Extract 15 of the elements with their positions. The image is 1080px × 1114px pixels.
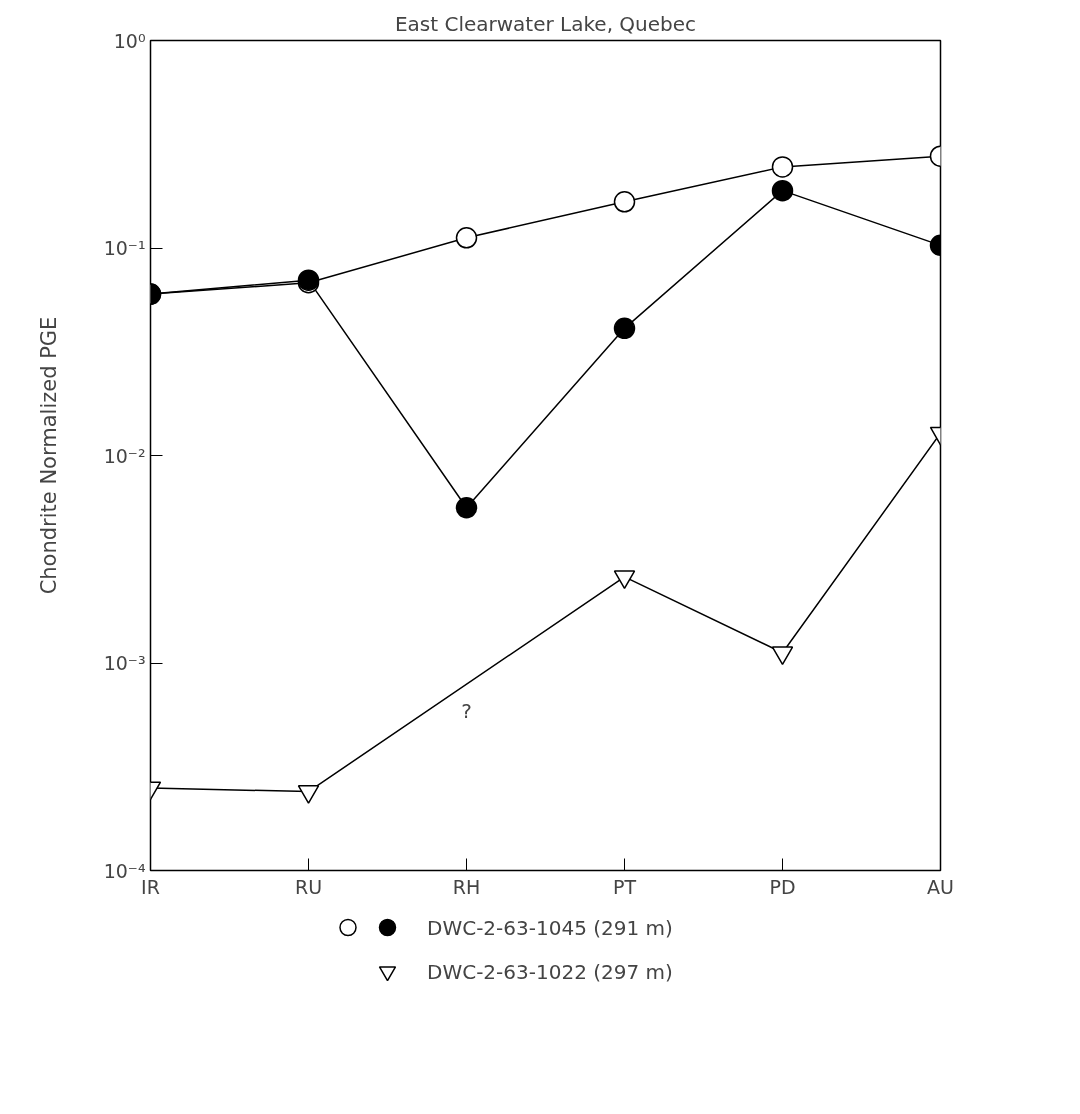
- y-axis-title: Chondrite Normalized PGE: [36, 316, 61, 595]
- x-tick-label: RU: [294, 875, 323, 898]
- y-tick-label: 10⁰: [113, 29, 146, 52]
- legend-label: DWC-2-63-1022 (297 m): [427, 959, 673, 984]
- y-tick-label: 10⁻¹: [103, 237, 146, 259]
- legend-label: DWC-2-63-1045 (291 m): [427, 915, 673, 940]
- x-tick-label: PT: [612, 875, 637, 898]
- x-tick-label: AU: [927, 875, 954, 898]
- y-tick-label: 10⁻³: [103, 652, 146, 674]
- y-tick-label: 10⁻²: [103, 444, 146, 467]
- x-tick-label: PD: [769, 875, 796, 898]
- chart-title: East Clearwater Lake, Quebec: [394, 11, 697, 36]
- x-tick-label: RH: [452, 875, 481, 898]
- annotation: ?: [461, 698, 472, 723]
- x-tick-label: IR: [141, 875, 160, 898]
